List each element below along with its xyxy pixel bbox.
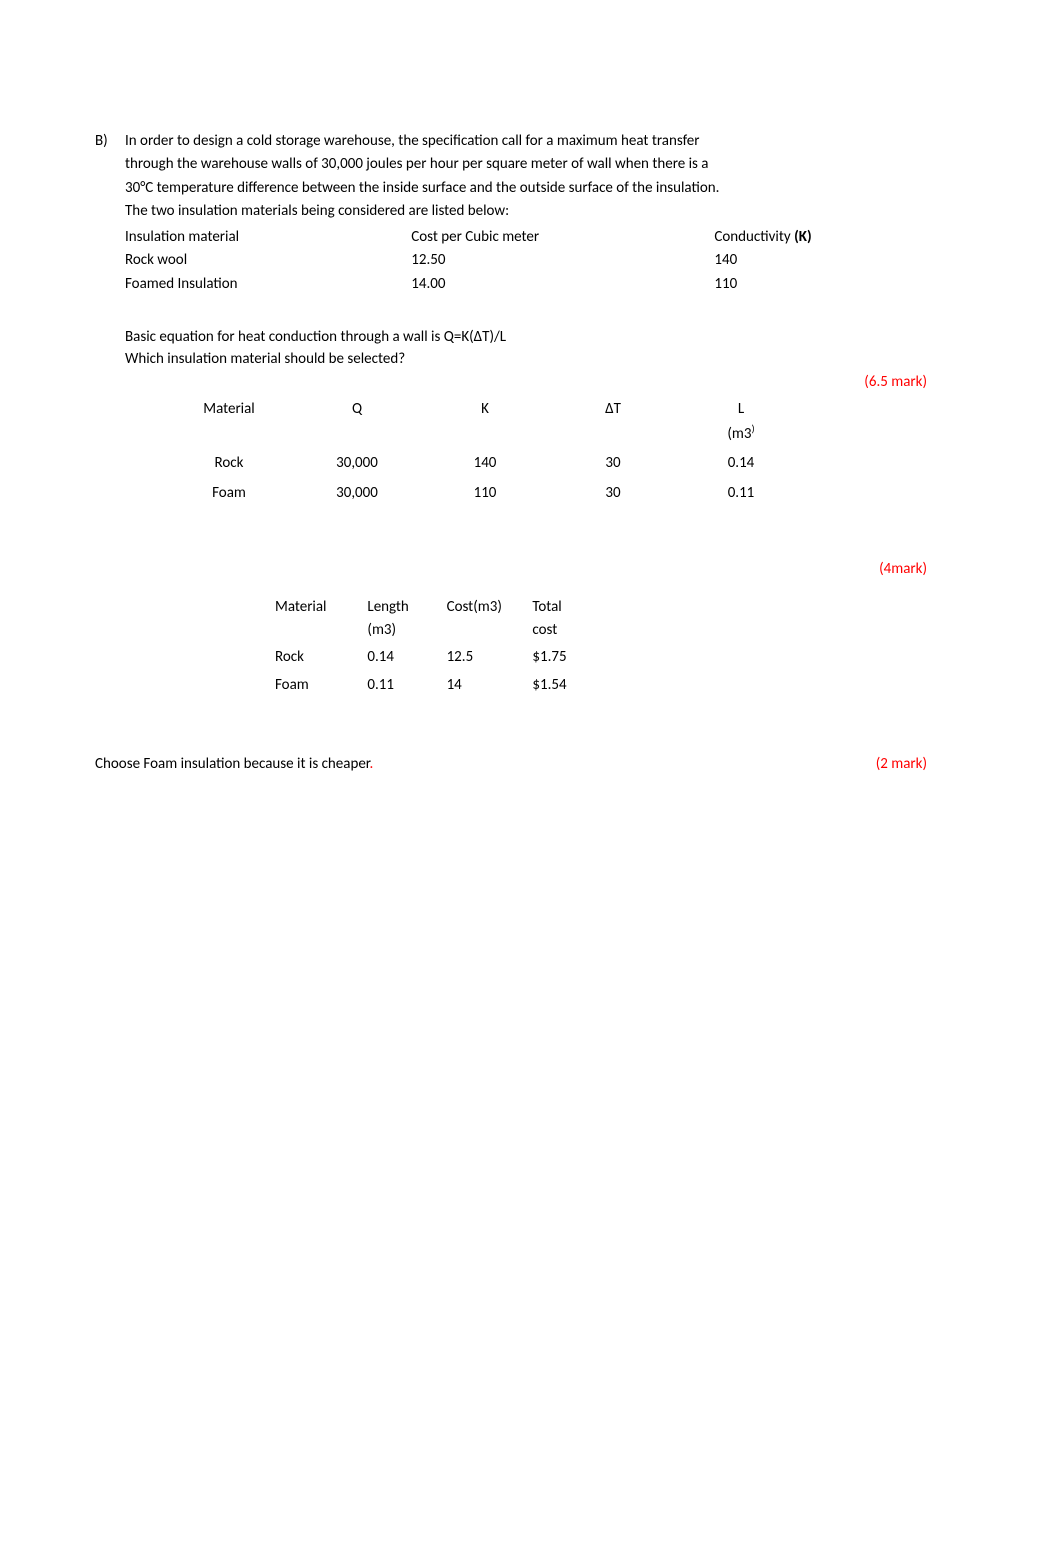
table-header-row: Insulation material Cost per Cubic meter… bbox=[125, 226, 967, 249]
table-row: Rock 30,000 140 30 0.14 bbox=[165, 449, 805, 478]
table-row: Rock 0.14 12.5 $1.75 bbox=[275, 644, 605, 671]
question-body: In order to design a cold storage wareho… bbox=[125, 130, 967, 296]
materials-table: Insulation material Cost per Cubic meter… bbox=[125, 226, 967, 296]
td-cost: 14.00 bbox=[411, 273, 714, 296]
th-length: Length (m3) bbox=[367, 594, 446, 645]
calculation-table: Material Q K ΔT L (m3) Rock 30,000 140 3… bbox=[165, 395, 805, 508]
th-total-top: Total bbox=[532, 598, 561, 616]
table-header-row: Material Length (m3) Cost(m3) Total cost bbox=[275, 594, 605, 645]
th-material: Material bbox=[165, 395, 293, 450]
th-dt: ΔT bbox=[549, 395, 677, 450]
td-cost: 12.50 bbox=[411, 249, 714, 272]
question-line-1: In order to design a cold storage wareho… bbox=[125, 130, 967, 153]
th-l-sup: ) bbox=[751, 422, 754, 435]
conclusion-row: Choose Foam insulation because it is che… bbox=[95, 753, 967, 776]
td-k: 110 bbox=[714, 273, 967, 296]
th-length-top: Length bbox=[367, 598, 408, 616]
table-row: Foam 30,000 110 30 0.11 bbox=[165, 479, 805, 508]
td-material: Rock wool bbox=[125, 249, 411, 272]
td-k: 110 bbox=[421, 479, 549, 508]
mark-row-2: (4mark) bbox=[95, 558, 967, 582]
conclusion-main: Choose Foam insulation because it is che… bbox=[95, 755, 370, 773]
td-dt: 30 bbox=[549, 479, 677, 508]
th-l-top: L bbox=[738, 400, 744, 418]
th-conductivity-bold: (K) bbox=[794, 228, 812, 246]
question-marker: B) bbox=[95, 130, 125, 296]
th-length-bot: (m3) bbox=[367, 621, 396, 639]
th-q: Q bbox=[293, 395, 421, 450]
table-row: Foamed Insulation 14.00 110 bbox=[125, 273, 967, 296]
spacer bbox=[95, 582, 967, 594]
question-line-3: 30°C temperature difference between the … bbox=[125, 177, 967, 200]
th-conductivity: Conductivity (K) bbox=[714, 226, 967, 249]
td-total: $1.75 bbox=[532, 644, 605, 671]
th-material: Material bbox=[275, 594, 367, 645]
td-dt: 30 bbox=[549, 449, 677, 478]
mark-1: (6.5 mark) bbox=[864, 371, 927, 394]
question-line-4: The two insulation materials being consi… bbox=[125, 200, 967, 223]
td-cost: 14 bbox=[447, 672, 533, 699]
conclusion-dot: . bbox=[370, 755, 374, 773]
td-l: 0.11 bbox=[677, 479, 805, 508]
th-material: Insulation material bbox=[125, 226, 411, 249]
table-row: Rock wool 12.50 140 bbox=[125, 249, 967, 272]
td-k: 140 bbox=[421, 449, 549, 478]
th-cost: Cost per Cubic meter bbox=[411, 226, 714, 249]
td-material: Foamed Insulation bbox=[125, 273, 411, 296]
th-cost-m3: Cost(m3) bbox=[447, 594, 533, 645]
td-length: 0.14 bbox=[367, 644, 446, 671]
td-material: Rock bbox=[275, 644, 367, 671]
th-l: L (m3) bbox=[677, 395, 805, 450]
th-total: Total cost bbox=[532, 594, 605, 645]
th-conductivity-pre: Conductivity bbox=[714, 228, 794, 246]
question-line-2: through the warehouse walls of 30,000 jo… bbox=[125, 153, 967, 176]
th-total-bot: cost bbox=[532, 621, 557, 639]
cost-table: Material Length (m3) Cost(m3) Total cost… bbox=[275, 594, 605, 699]
td-material: Foam bbox=[165, 479, 293, 508]
equation-line-1: Basic equation for heat conduction throu… bbox=[125, 326, 967, 349]
td-length: 0.11 bbox=[367, 672, 446, 699]
conclusion-text: Choose Foam insulation because it is che… bbox=[95, 753, 373, 776]
equation-section: Basic equation for heat conduction throu… bbox=[125, 326, 967, 371]
td-q: 30,000 bbox=[293, 449, 421, 478]
td-total: $1.54 bbox=[532, 672, 605, 699]
td-k: 140 bbox=[714, 249, 967, 272]
td-q: 30,000 bbox=[293, 479, 421, 508]
td-material: Rock bbox=[165, 449, 293, 478]
mark-row-1: (6.5 mark) bbox=[95, 371, 967, 395]
th-k: K bbox=[421, 395, 549, 450]
td-cost: 12.5 bbox=[447, 644, 533, 671]
table-row: Foam 0.11 14 $1.54 bbox=[275, 672, 605, 699]
spacer bbox=[95, 508, 967, 558]
table-header-row: Material Q K ΔT L (m3) bbox=[165, 395, 805, 450]
td-l: 0.14 bbox=[677, 449, 805, 478]
mark-3: (2 mark) bbox=[876, 753, 927, 776]
mark-2: (4mark) bbox=[879, 558, 927, 581]
spacer bbox=[95, 304, 967, 326]
th-l-bottom: (m3 bbox=[727, 425, 751, 443]
question-block: B) In order to design a cold storage war… bbox=[95, 130, 967, 296]
td-material: Foam bbox=[275, 672, 367, 699]
equation-line-2: Which insulation material should be sele… bbox=[125, 348, 967, 371]
